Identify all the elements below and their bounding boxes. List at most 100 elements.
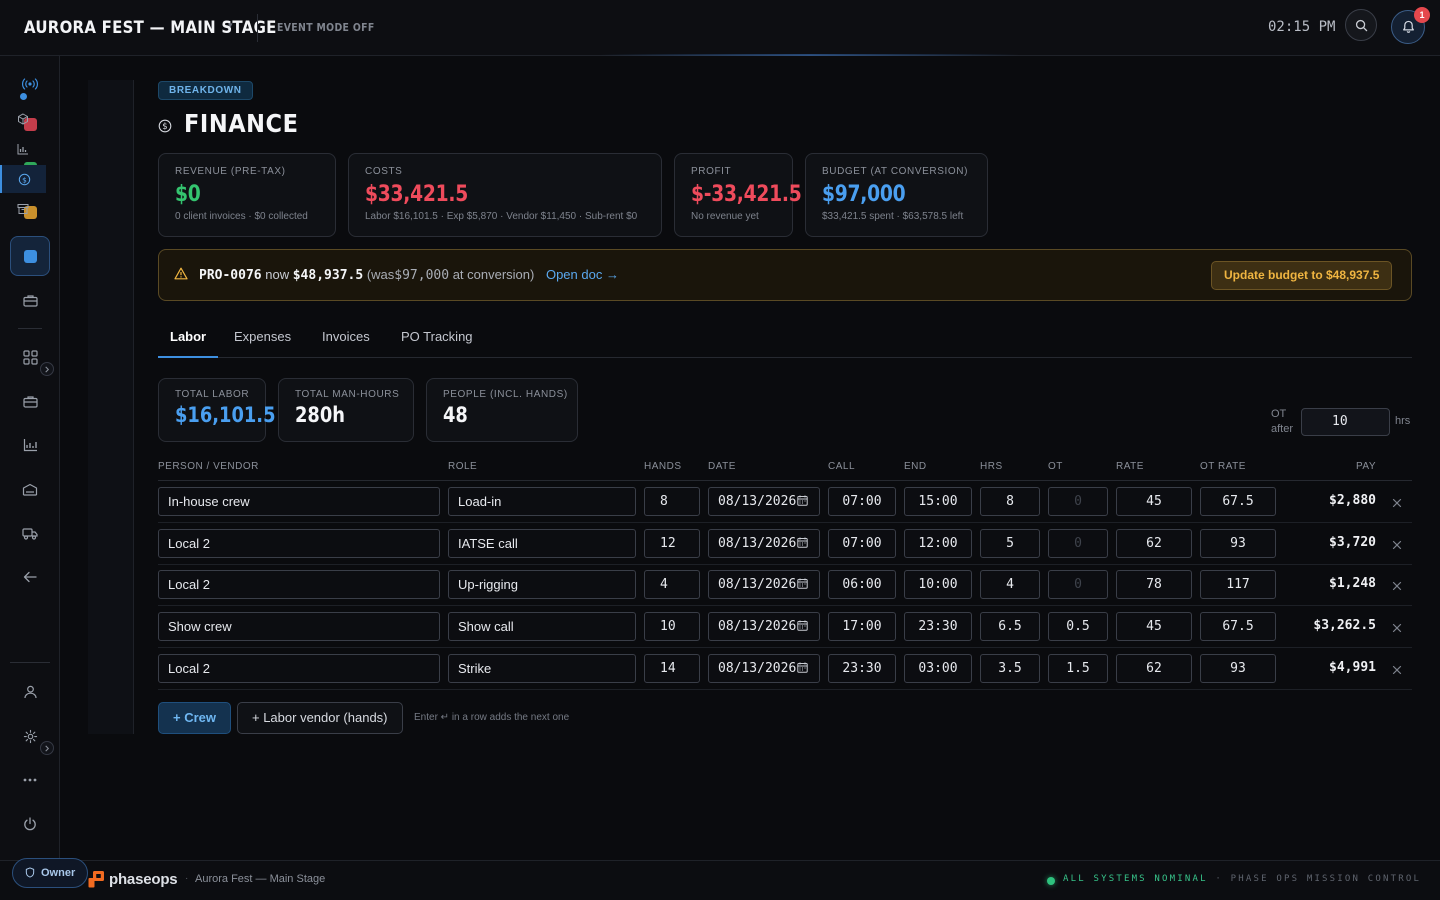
rail-item-live[interactable]: [10, 64, 50, 104]
call-time-input[interactable]: 23:30: [828, 654, 896, 683]
ot-hours-input[interactable]: 0: [1048, 570, 1108, 599]
hours-input[interactable]: 4: [980, 570, 1040, 599]
ot-rate-input[interactable]: 93: [1200, 529, 1276, 558]
calendar-icon[interactable]: [797, 620, 808, 631]
section-nav-inventory[interactable]: [0, 105, 46, 133]
person-input[interactable]: Local 2: [158, 654, 440, 683]
page-title: FINANCE: [184, 109, 299, 138]
calendar-icon[interactable]: [797, 662, 808, 673]
end-time-input[interactable]: 23:30: [904, 612, 972, 641]
ot-rate-input[interactable]: 93: [1200, 654, 1276, 683]
stat-value: $0: [175, 182, 201, 207]
add-crew-button[interactable]: + Crew: [158, 702, 231, 734]
role-input-value: Load-in: [458, 494, 502, 509]
open-doc-link[interactable]: Open doc →: [545, 267, 619, 282]
person-input[interactable]: Local 2: [158, 529, 440, 558]
rate-input[interactable]: 62: [1116, 529, 1192, 558]
rail-item-briefcase[interactable]: [10, 280, 50, 320]
rate-input[interactable]: 62: [1116, 654, 1192, 683]
ot-hours-input[interactable]: 1.5: [1048, 654, 1108, 683]
breadcrumb[interactable]: BREAKDOWN: [158, 81, 253, 100]
delete-row-button[interactable]: [1392, 663, 1404, 675]
end-time-input[interactable]: 12:00: [904, 529, 972, 558]
calendar-icon[interactable]: [797, 578, 808, 589]
person-input[interactable]: In-house crew: [158, 487, 440, 516]
ot-hours-input[interactable]: 0: [1048, 487, 1108, 516]
role-input[interactable]: Show call: [448, 612, 636, 641]
hours-input[interactable]: 6.5: [980, 612, 1040, 641]
role-input[interactable]: Up-rigging: [448, 570, 636, 599]
date-input[interactable]: 08/13/2026: [708, 487, 820, 516]
tab-labor[interactable]: Labor: [158, 322, 219, 358]
delete-row-button[interactable]: [1392, 621, 1404, 633]
expand-settings-button[interactable]: [40, 741, 54, 755]
person-input[interactable]: Show crew: [158, 612, 440, 641]
section-nav-overview[interactable]: [0, 82, 46, 110]
ot-hours-input[interactable]: 0.5: [1048, 612, 1108, 641]
call-time-input[interactable]: 07:00: [828, 487, 896, 516]
role-input[interactable]: Load-in: [448, 487, 636, 516]
rail-item-logistics[interactable]: [10, 513, 50, 553]
ot-rate-input[interactable]: 117: [1200, 570, 1276, 599]
date-input[interactable]: 08/13/2026: [708, 654, 820, 683]
date-input[interactable]: 08/13/2026: [708, 570, 820, 599]
date-input[interactable]: 08/13/2026: [708, 529, 820, 558]
expand-apps-button[interactable]: [40, 362, 54, 376]
rail-item-red[interactable]: [10, 104, 50, 144]
call-time-input[interactable]: 06:00: [828, 570, 896, 599]
call-time-input[interactable]: 07:00: [828, 529, 896, 558]
delete-row-button[interactable]: [1392, 579, 1404, 591]
chevron-down-icon[interactable]: ▾: [228, 20, 233, 30]
rail-item-more[interactable]: [10, 760, 50, 800]
role-input[interactable]: IATSE call: [448, 529, 636, 558]
hands-input[interactable]: 8: [644, 487, 700, 516]
rail-item-apps[interactable]: [10, 337, 50, 377]
end-time-input[interactable]: 15:00: [904, 487, 972, 516]
ot-rate-input[interactable]: 67.5: [1200, 487, 1276, 516]
tab-invoices[interactable]: Invoices: [322, 329, 370, 344]
call-time-input[interactable]: 17:00: [828, 612, 896, 641]
delete-row-button[interactable]: [1392, 538, 1404, 550]
ot-threshold-input[interactable]: 10: [1301, 408, 1390, 436]
search-button[interactable]: [1345, 9, 1377, 41]
tab-expenses[interactable]: Expenses: [234, 329, 292, 344]
rail-item-profile[interactable]: [10, 672, 50, 712]
hands-input[interactable]: 14: [644, 654, 700, 683]
delete-row-button[interactable]: [1392, 496, 1404, 508]
add-labor-vendor-button[interactable]: + Labor vendor (hands): [237, 702, 403, 734]
section-nav-finance[interactable]: $: [0, 165, 46, 193]
rail-item-logout[interactable]: [10, 804, 50, 844]
date-input[interactable]: 08/13/2026: [708, 612, 820, 641]
ot-rate-input[interactable]: 67.5: [1200, 612, 1276, 641]
calendar-icon[interactable]: [797, 537, 808, 548]
notifications-button[interactable]: 1: [1391, 7, 1430, 44]
hours-input[interactable]: 8: [980, 487, 1040, 516]
rail-item-warehouse[interactable]: [10, 469, 50, 509]
rate-input[interactable]: 78: [1116, 570, 1192, 599]
tab-po-tracking[interactable]: PO Tracking: [401, 329, 473, 344]
rate-input[interactable]: 45: [1116, 487, 1192, 516]
end-time-input[interactable]: 03:00: [904, 654, 972, 683]
section-nav-archive[interactable]: [0, 195, 46, 223]
role-badge[interactable]: Owner: [12, 858, 89, 888]
app-title[interactable]: AURORA FEST — MAIN STAGE: [24, 18, 277, 38]
hands-input[interactable]: 12: [644, 529, 700, 558]
section-nav-analytics[interactable]: [0, 135, 46, 163]
hours-input[interactable]: 5: [980, 529, 1040, 558]
ot-hours-input[interactable]: 0: [1048, 529, 1108, 558]
hours-input[interactable]: 3.5: [980, 654, 1040, 683]
event-mode-toggle[interactable]: EVENT MODE OFF: [277, 21, 375, 34]
hands-input[interactable]: 10: [644, 612, 700, 641]
person-input[interactable]: Local 2: [158, 570, 440, 599]
rail-item-blue[interactable]: [10, 236, 50, 276]
hands-input[interactable]: 4: [644, 570, 700, 599]
rail-item-jobs[interactable]: [10, 381, 50, 421]
role-input[interactable]: Strike: [448, 654, 636, 683]
rail-item-back[interactable]: [10, 557, 50, 597]
rail-item-reports[interactable]: [10, 425, 50, 465]
end-time-input[interactable]: 10:00: [904, 570, 972, 599]
update-budget-button[interactable]: Update budget to $48,937.5: [1211, 261, 1393, 290]
calendar-icon[interactable]: [797, 495, 808, 506]
rail-item-settings[interactable]: [10, 716, 50, 756]
rate-input[interactable]: 45: [1116, 612, 1192, 641]
